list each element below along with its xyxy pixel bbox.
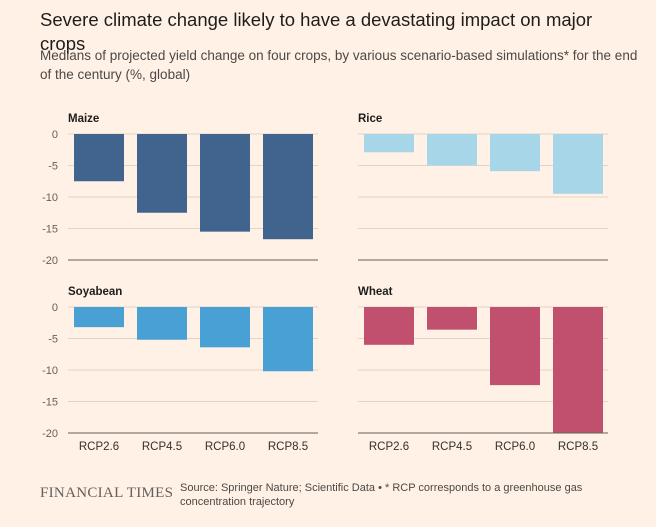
chart-subtitle: Medians of projected yield change on fou… (40, 48, 638, 82)
bar-maize-rcp4-5 (137, 134, 187, 213)
x-tick-label: RCP6.0 (205, 441, 245, 453)
bar-soyabean-rcp8-5 (263, 307, 313, 372)
y-tick-label: -15 (42, 397, 58, 409)
x-tick-label: RCP8.5 (268, 441, 308, 453)
bar-soyabean-rcp4-5 (137, 307, 187, 340)
panel-title-soyabean: Soyabean (68, 286, 122, 298)
x-tick-label: RCP2.6 (369, 441, 409, 453)
bar-wheat-rcp6-0 (490, 307, 540, 386)
y-tick-label: 0 (52, 129, 58, 141)
bar-maize-rcp6-0 (200, 134, 250, 232)
bar-rice-rcp8-5 (553, 134, 603, 194)
bar-maize-rcp8-5 (263, 134, 313, 240)
panel-title-maize: Maize (68, 113, 99, 125)
y-tick-label: -5 (48, 161, 58, 173)
y-tick-label: -20 (42, 428, 58, 440)
bar-wheat-rcp4-5 (427, 307, 477, 330)
panel-maize: Maize 0 -5 -10 -15 -20 (42, 113, 318, 267)
y-tick-label: 0 (52, 302, 58, 314)
bar-rice-rcp6-0 (490, 134, 540, 172)
panel-wheat: Wheat RCP2.6 RCP4.5 RCP6.0 RCP8.5 (358, 286, 608, 453)
y-tick-label: -10 (42, 365, 58, 377)
bar-soyabean-rcp2-6 (74, 307, 124, 328)
x-tick-label: RCP8.5 (558, 441, 598, 453)
panel-rice: Rice (358, 113, 608, 261)
source-note: Source: Springer Nature; Scientific Data… (180, 482, 583, 508)
y-tick-label: -15 (42, 224, 58, 236)
x-tick-label: RCP4.5 (432, 441, 472, 453)
chart-title: Severe climate change likely to have a d… (40, 9, 593, 54)
small-multiples-chart: Maize 0 -5 -10 -15 -20 Rice Soyabean 0 -5 -10 -15 -2… (42, 113, 608, 453)
panel-soyabean: Soyabean 0 -5 -10 -15 -20 RCP2.6 RCP4.5 RCP6.0 RC… (42, 286, 318, 453)
bar-wheat-rcp2-6 (364, 307, 414, 345)
y-tick-label: -10 (42, 192, 58, 204)
x-tick-label: RCP6.0 (495, 441, 535, 453)
x-tick-label: RCP4.5 (142, 441, 182, 453)
y-tick-label: -20 (42, 255, 58, 267)
bar-rice-rcp4-5 (427, 134, 477, 166)
ft-logo: FINANCIAL TIMES (40, 485, 174, 501)
panel-title-wheat: Wheat (358, 286, 393, 298)
bar-soyabean-rcp6-0 (200, 307, 250, 348)
bar-maize-rcp2-6 (74, 134, 124, 182)
y-tick-label: -5 (48, 334, 58, 346)
x-tick-label: RCP2.6 (79, 441, 119, 453)
panel-title-rice: Rice (358, 113, 382, 125)
bar-wheat-rcp8-5 (553, 307, 603, 433)
bar-rice-rcp2-6 (364, 134, 414, 153)
